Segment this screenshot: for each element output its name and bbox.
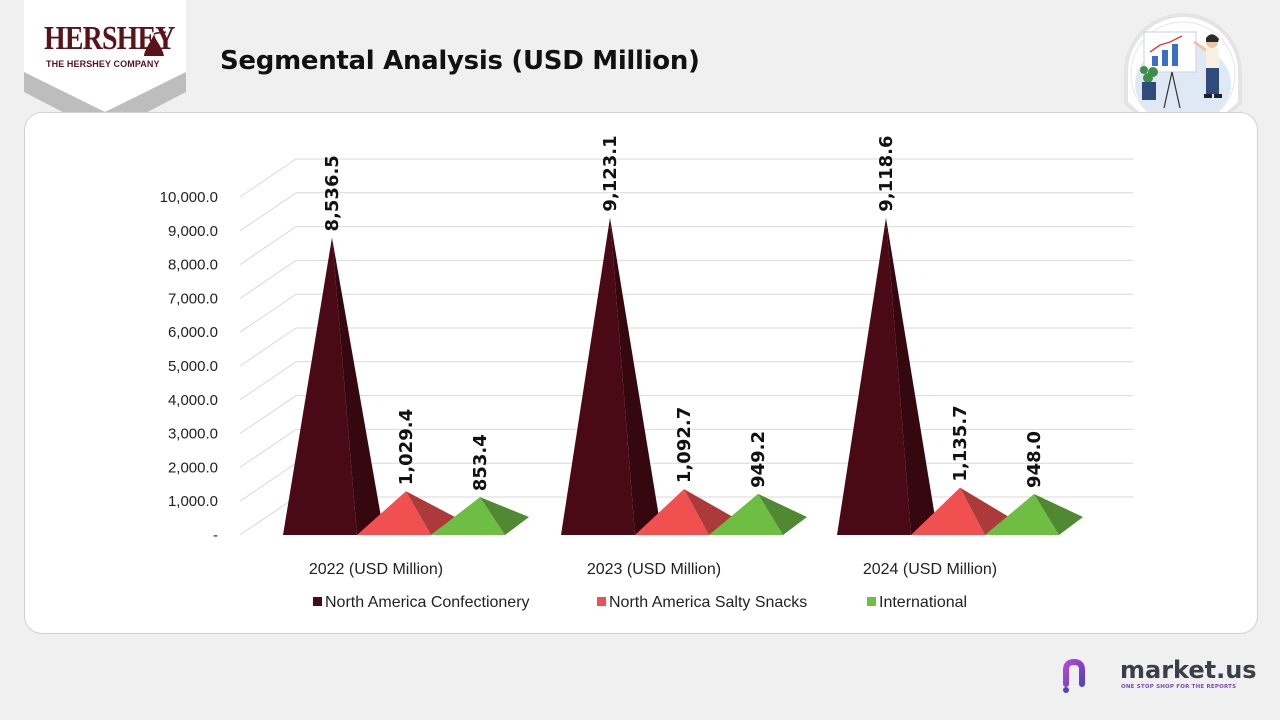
legend-swatch [313,597,322,606]
y-tick-label: 6,000.0 [168,324,218,341]
pyramid-bar [911,487,1009,535]
y-tick-label: 2,000.0 [168,459,218,476]
pyramid-bar [837,217,935,535]
brand-logo-subtitle: THE HERSHEY COMPANY [46,59,160,69]
pyramid-front-face [911,487,985,535]
data-label: 8,536.5 [322,155,343,231]
data-label: 949.2 [748,431,769,488]
y-tick-label: 1,000.0 [168,493,218,510]
data-label: 1,092.7 [674,407,695,483]
gridline-diagonal [239,462,297,502]
pyramid-side-face [960,487,1009,535]
gridline-diagonal [239,259,297,299]
pyramid-side-face [1034,493,1083,535]
y-tick-label: - [213,527,218,544]
data-label: 948.0 [1024,431,1045,488]
gridline-diagonal [239,327,297,367]
category-label: 2024 (USD Million) [863,561,997,578]
logo-badge [24,0,186,134]
data-label: 1,135.7 [950,405,971,481]
pyramid-front-face [283,237,357,535]
data-label: 1,029.4 [396,409,417,485]
pyramid-side-face [684,489,733,535]
pyramid-side-face [758,493,807,535]
brand-logo-text: HERSHEY [44,20,175,57]
pyramid-bar [357,491,455,535]
y-tick-label: 3,000.0 [168,426,218,443]
pyramid-front-face [985,493,1059,535]
pyramid-side-face [480,497,529,535]
pyramid-side-face [332,237,381,535]
pyramid-side-face [886,217,935,535]
footer-brand-name: market.us [1120,656,1257,684]
category-label: 2022 (USD Million) [309,561,443,578]
legend-label: International [879,594,967,611]
gridline-diagonal [239,293,297,333]
pyramid-front-face [357,491,431,535]
legend-swatch [597,597,606,606]
pyramid-front-face [431,497,505,535]
pyramid-bar [561,217,659,535]
page-title: Segmental Analysis (USD Million) [220,46,700,76]
legend-label: North America Salty Snacks [609,594,807,611]
gridline-diagonal [239,361,297,401]
gridline-diagonal [239,428,297,468]
pyramid-bar [431,497,529,535]
y-tick-label: 10,000.0 [160,189,218,206]
legend-label: North America Confectionery [325,594,530,611]
pyramid-front-face [709,493,783,535]
pyramid-bar [635,489,733,535]
pyramid-side-face [406,491,455,535]
y-tick-label: 4,000.0 [168,392,218,409]
gridline-diagonal [239,395,297,435]
y-tick-label: 5,000.0 [168,358,218,375]
gridline-diagonal [239,226,297,266]
y-tick-label: 8,000.0 [168,257,218,274]
pyramid-front-face [635,489,709,535]
y-tick-label: 9,000.0 [168,223,218,240]
hershey-kiss-icon [144,31,167,56]
pyramid-bar [283,237,381,535]
gridline-diagonal [239,496,297,536]
data-label: 9,123.1 [600,135,621,211]
data-label: 9,118.6 [876,135,897,211]
y-tick-label: 7,000.0 [168,290,218,307]
gridline-diagonal [239,192,297,232]
data-label: 853.4 [470,434,491,491]
chart-card: - 1,000.0 2,000.0 3,000.0 4,000.0 5,000.0 6,00… [24,112,1258,634]
segment-pyramid-chart: - 1,000.0 2,000.0 3,000.0 4,000.0 5,000.0 6,00… [160,135,1133,611]
pyramid-side-face [610,217,659,535]
pyramid-bar [709,493,807,535]
pyramid-front-face [837,217,911,535]
pyramid-bar [985,493,1083,535]
footer-tagline: ONE STOP SHOP FOR THE REPORTS [1121,684,1237,690]
market-us-logo-icon [1063,658,1105,693]
pyramid-front-face [561,217,635,535]
legend-swatch [867,597,876,606]
gridline-diagonal [239,158,297,198]
category-label: 2023 (USD Million) [587,561,721,578]
